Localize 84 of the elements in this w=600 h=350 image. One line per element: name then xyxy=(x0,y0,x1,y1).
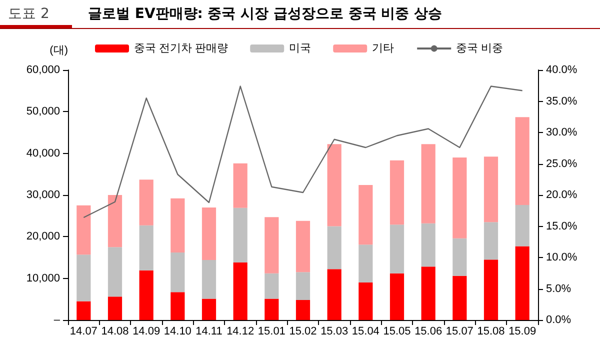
legend-label: 중국 비중 xyxy=(456,42,504,54)
y2-tick-label: 10.0% xyxy=(546,252,578,264)
x-tick-label: 15.06 xyxy=(414,326,442,338)
chart-subtitle: 도표 2 xyxy=(0,4,72,28)
bar xyxy=(170,252,185,292)
x-tick-label: 14.11 xyxy=(196,326,222,338)
y-tick-label: 10,000 xyxy=(26,272,60,284)
y-tick-label: 50,000 xyxy=(26,106,60,118)
x-tick-label: 15.02 xyxy=(289,326,317,338)
bar xyxy=(139,225,154,270)
bar xyxy=(358,244,373,282)
bar xyxy=(202,298,216,320)
y2-tick-label: 35.0% xyxy=(546,95,578,108)
bar xyxy=(390,273,404,320)
bar xyxy=(358,185,373,245)
bar xyxy=(484,222,498,260)
x-tick-label: 14.08 xyxy=(101,326,129,338)
y-tick-label: – xyxy=(54,314,61,326)
bar xyxy=(421,144,436,224)
bar xyxy=(170,198,185,252)
bar xyxy=(264,217,279,274)
chart-title: 글로벌 EV판매량: 중국 시장 급성장으로 중국 비중 상승 xyxy=(88,5,442,24)
bar xyxy=(170,292,185,320)
x-tick-label: 15.07 xyxy=(446,326,474,338)
bar xyxy=(296,272,310,300)
bar xyxy=(358,282,373,320)
y-tick-label: 30,000 xyxy=(26,189,60,201)
bar xyxy=(484,260,498,320)
y2-tick-label: 5.0% xyxy=(546,282,572,295)
bar xyxy=(76,301,91,320)
bar xyxy=(452,158,467,238)
bar xyxy=(515,205,530,246)
bar xyxy=(108,247,122,297)
bar xyxy=(327,269,342,320)
y-tick-label: 60,000 xyxy=(26,64,60,76)
bar xyxy=(484,156,498,222)
bar xyxy=(139,180,154,226)
bar xyxy=(233,208,248,262)
bar xyxy=(515,246,530,320)
x-tick-label: 14.07 xyxy=(70,326,98,338)
bar xyxy=(76,254,91,302)
x-tick-label: 15.03 xyxy=(320,326,348,338)
y2-tick-label: 25.0% xyxy=(546,158,578,170)
bar xyxy=(452,276,467,320)
bar xyxy=(264,273,279,299)
bar xyxy=(296,300,310,320)
x-tick-label: 15.04 xyxy=(352,326,380,338)
bar xyxy=(327,144,342,226)
y2-tick-label: 15.0% xyxy=(546,220,578,232)
bar xyxy=(421,223,436,267)
legend-label: 중국 전기차 판매량 xyxy=(134,42,228,54)
bar xyxy=(515,117,530,205)
y-tick-label: 20,000 xyxy=(26,230,60,243)
line-series xyxy=(83,86,523,218)
bar xyxy=(76,205,91,255)
x-tick-label: 14.12 xyxy=(226,326,254,338)
y-tick-label: 40,000 xyxy=(26,147,60,160)
bar xyxy=(452,238,467,276)
y2-tick-label: 40.0% xyxy=(546,64,578,76)
x-tick-label: 14.09 xyxy=(132,326,160,338)
bar xyxy=(390,160,404,225)
bar xyxy=(421,266,436,320)
bar xyxy=(108,195,122,248)
bar xyxy=(233,163,248,208)
x-tick-label: 15.08 xyxy=(477,326,505,338)
bar xyxy=(264,298,279,320)
bar xyxy=(390,224,404,274)
x-tick-label: 15.05 xyxy=(383,326,411,338)
y2-tick-label: 30.0% xyxy=(546,126,578,138)
x-tick-label: 14.10 xyxy=(164,326,192,338)
y2-tick-label: 20.0% xyxy=(546,189,578,201)
x-tick-label: 15.09 xyxy=(508,326,536,338)
bar xyxy=(202,208,216,260)
legend-label: 기타 xyxy=(372,42,394,54)
legend-label: 미국 xyxy=(289,42,312,54)
bar xyxy=(233,262,248,320)
bar xyxy=(108,296,122,320)
bar xyxy=(139,270,154,320)
y2-tick-label: 0.0% xyxy=(546,314,572,326)
bar xyxy=(296,220,310,272)
x-tick-label: 15.01 xyxy=(258,326,286,338)
bar xyxy=(202,260,216,299)
y-axis-title: (대) xyxy=(50,44,68,56)
bar xyxy=(327,226,342,270)
